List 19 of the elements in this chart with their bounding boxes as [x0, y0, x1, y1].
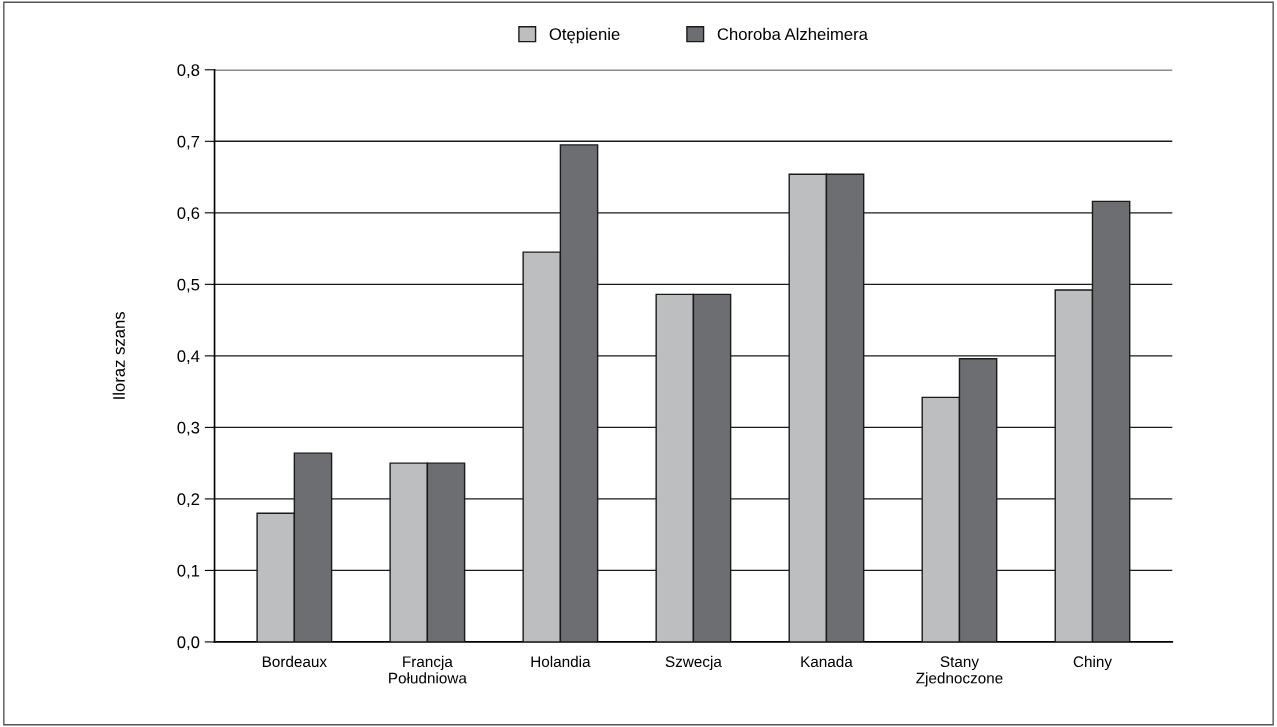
y-tick-label: 0,1: [177, 564, 200, 579]
y-tick-label: 0,0: [177, 636, 200, 651]
y-tick-label: 0,5: [177, 278, 200, 293]
x-tick-label: Kanada: [801, 655, 853, 668]
x-tick-label: Bordeaux: [262, 655, 327, 668]
legend-label: Otępienie: [549, 27, 620, 44]
x-tick-label: Chiny: [1073, 655, 1112, 671]
x-tick-label: Szwecja: [665, 655, 722, 671]
y-tick-label: 0,6: [177, 207, 200, 221]
y-tick-label: 0,2: [177, 493, 200, 508]
y-tick-label: 0,8: [177, 64, 200, 78]
y-tick-label: 0,3: [177, 421, 200, 436]
y-tick-label: 0,7: [177, 135, 200, 150]
x-tick-label: Francja Południowa: [389, 655, 467, 684]
y-tick-label: 0,4: [177, 350, 200, 365]
x-tick-label: Stany Zjednoczone: [916, 656, 1003, 687]
x-tick-label: Holandia: [531, 655, 591, 668]
y-axis-title: Iloraz szans: [112, 312, 125, 399]
legend-label: Choroba Alzheimera: [717, 27, 868, 41]
